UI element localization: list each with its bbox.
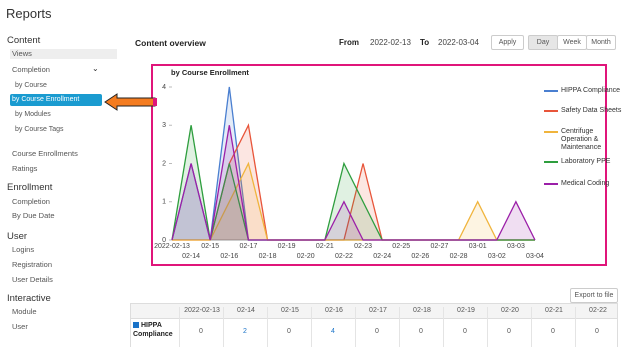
data-table: 2022-02-13 02-14 02-15 02-16 02-17 02-18 02-19… [130, 303, 618, 347]
sidebar-item[interactable]: by Course Enrollment [10, 94, 102, 106]
sidebar-item[interactable]: Views [10, 49, 117, 59]
legend-label: HIPPA Compliance [561, 87, 621, 94]
legend-swatch [544, 110, 558, 112]
column-header: 02-16 [311, 307, 356, 347]
from-date[interactable]: 2022-02-13 [370, 38, 411, 47]
legend-label: Safety Data Sheets [561, 107, 622, 114]
x-tick-label: 03-03 [507, 243, 525, 250]
x-tick-label: 02-18 [259, 253, 277, 260]
page-title: Reports [6, 6, 52, 21]
y-tick-label: 0 [162, 237, 166, 244]
sidebar-item[interactable]: Ratings [12, 164, 38, 173]
table-cell: 0 [507, 328, 511, 335]
x-tick-label: 02-17 [239, 243, 257, 250]
period-button[interactable]: Day [528, 35, 558, 50]
x-tick-label: 02-21 [316, 243, 334, 250]
period-button[interactable]: Month [586, 35, 616, 50]
y-tick-label: 2 [162, 160, 166, 167]
y-tick-label: 3 [162, 122, 166, 129]
table-cell: 0 [375, 328, 379, 335]
from-label: From [339, 38, 359, 47]
table-cell[interactable]: 2 [243, 328, 247, 335]
x-tick-label: 02-22 [335, 253, 353, 260]
column-header: 02-22 [575, 307, 620, 347]
sidebar-item[interactable]: Completion [12, 65, 50, 74]
row-label[interactable]: HIPPA Compliance [133, 321, 177, 339]
table-cell: 0 [199, 328, 203, 335]
y-tick-label: 4 [162, 84, 166, 91]
sidebar-item[interactable]: By Due Date [12, 211, 55, 220]
sidebar-item[interactable]: User Details [12, 275, 53, 284]
dropdown-chevron[interactable]: ⌄ [92, 64, 99, 73]
sidebar-item[interactable]: by Course [15, 82, 47, 89]
x-tick-label: 02-14 [182, 253, 200, 260]
x-tick-label: 2022-02-13 [154, 243, 190, 250]
row-name: HIPPA Compliance [133, 322, 173, 338]
table-cell[interactable]: 4 [331, 328, 335, 335]
series-area [172, 163, 535, 240]
column-header: 02-14 [223, 307, 268, 347]
x-tick-label: 02-20 [297, 253, 315, 260]
legend-label: Centrifuge Operation & Maintenance [561, 128, 602, 151]
sidebar-item[interactable]: Module [12, 307, 37, 316]
sidebar-item[interactable]: User [12, 322, 28, 331]
sidebar-item[interactable]: Registration [12, 260, 53, 269]
legend-swatch [544, 183, 558, 185]
sidebar-item[interactable]: Logins [12, 245, 35, 254]
table-cell: 0 [551, 328, 555, 335]
legend-swatch [544, 131, 558, 133]
sidebar-item[interactable]: Completion [12, 197, 50, 206]
sidebar-item[interactable]: Course Enrollments [12, 149, 78, 158]
to-date[interactable]: 2022-03-04 [438, 38, 479, 47]
sidebar-item[interactable]: by Course Tags [15, 126, 64, 133]
column-header: 02-18 [399, 307, 444, 347]
x-tick-label: 03-01 [469, 243, 487, 250]
table-cell: 0 [419, 328, 423, 335]
table-cell: 0 [287, 328, 291, 335]
column-header: 02-19 [443, 307, 488, 347]
section-title: Content overview [135, 38, 206, 48]
legend-swatch [544, 90, 558, 92]
apply-button[interactable]: Apply [491, 35, 524, 50]
chart-title: by Course Enrollment [171, 68, 249, 77]
x-tick-label: 02-27 [431, 243, 449, 250]
series-line [172, 161, 535, 241]
column-header: 02-20 [487, 307, 532, 347]
table-cell: 0 [463, 328, 467, 335]
x-tick-label: 02-28 [450, 253, 468, 260]
sidebar-heading: Content [7, 35, 41, 46]
column-header: 02-17 [355, 307, 400, 347]
to-label: To [420, 38, 430, 47]
series-area [172, 125, 535, 240]
x-tick-label: 02-26 [411, 253, 429, 260]
column-header: 02-21 [531, 307, 576, 347]
series-line [171, 125, 536, 241]
y-tick-label: 1 [162, 199, 166, 206]
x-tick-label: 02-19 [278, 243, 296, 250]
legend-label: Medical Coding [561, 180, 610, 187]
sidebar-item[interactable]: by Modules [15, 111, 51, 118]
x-tick-label: 02-25 [392, 243, 410, 250]
x-tick-label: 03-04 [526, 253, 544, 260]
x-tick-label: 02-15 [201, 243, 219, 250]
legend-label: Laboratory PPE [561, 158, 611, 165]
x-tick-label: 02-16 [220, 253, 238, 260]
table-cell: 0 [595, 328, 599, 335]
x-tick-label: 02-24 [373, 253, 391, 260]
sidebar-heading: Enrollment [7, 182, 53, 193]
export-button[interactable]: Export to file [570, 288, 618, 303]
column-header: 2022-02-13 [179, 307, 224, 347]
pointer-arrow [104, 93, 157, 111]
legend-swatch [544, 161, 558, 163]
header-row [131, 304, 617, 319]
period-button[interactable]: Week [557, 35, 587, 50]
column-header: 02-15 [267, 307, 312, 347]
x-tick-label: 03-02 [488, 253, 506, 260]
sidebar-heading: User [7, 231, 28, 242]
chart: by Course Enrollment 0 1 2 3 4 2022-02-13 02-1… [151, 64, 607, 266]
sidebar-heading: Interactive [7, 293, 51, 304]
x-tick-label: 02-23 [354, 243, 372, 250]
